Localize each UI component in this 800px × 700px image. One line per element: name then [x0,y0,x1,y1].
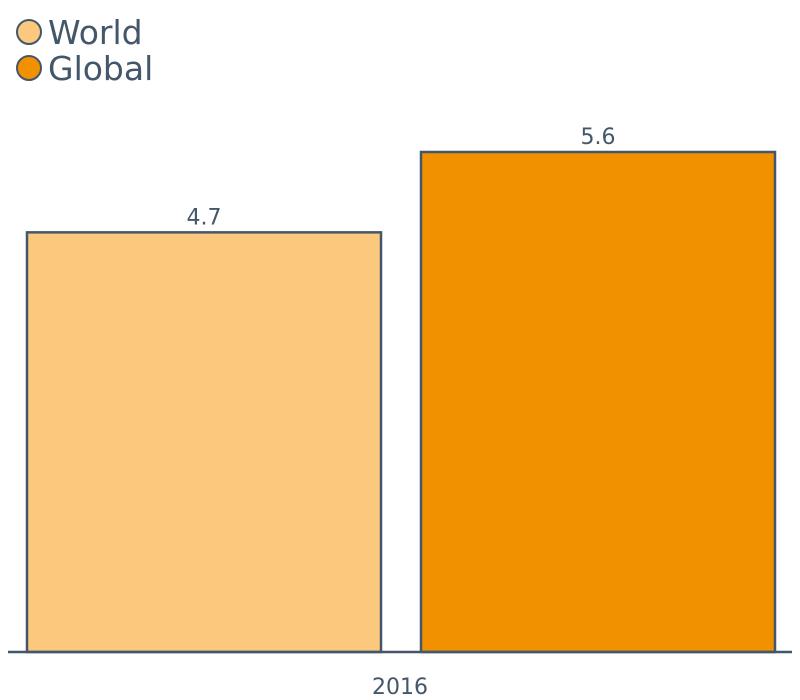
legend-item-global[interactable]: Global [16,50,153,86]
bars-group [25,150,777,654]
bar-world[interactable] [25,231,383,654]
x-tick-label: 2016 [372,675,428,700]
legend-item-world[interactable]: World [16,14,153,50]
legend-swatch-global [16,55,42,81]
data-label-global: 5.6 [581,125,616,150]
data-label-world: 4.7 [187,205,222,230]
bar-global[interactable] [419,150,777,654]
data-labels-group: 4.7 5.6 [187,125,616,230]
legend-label-global: Global [48,48,154,88]
chart-legend: World Global [16,14,153,86]
legend-label-world: World [48,12,143,52]
legend-swatch-world [16,19,42,45]
